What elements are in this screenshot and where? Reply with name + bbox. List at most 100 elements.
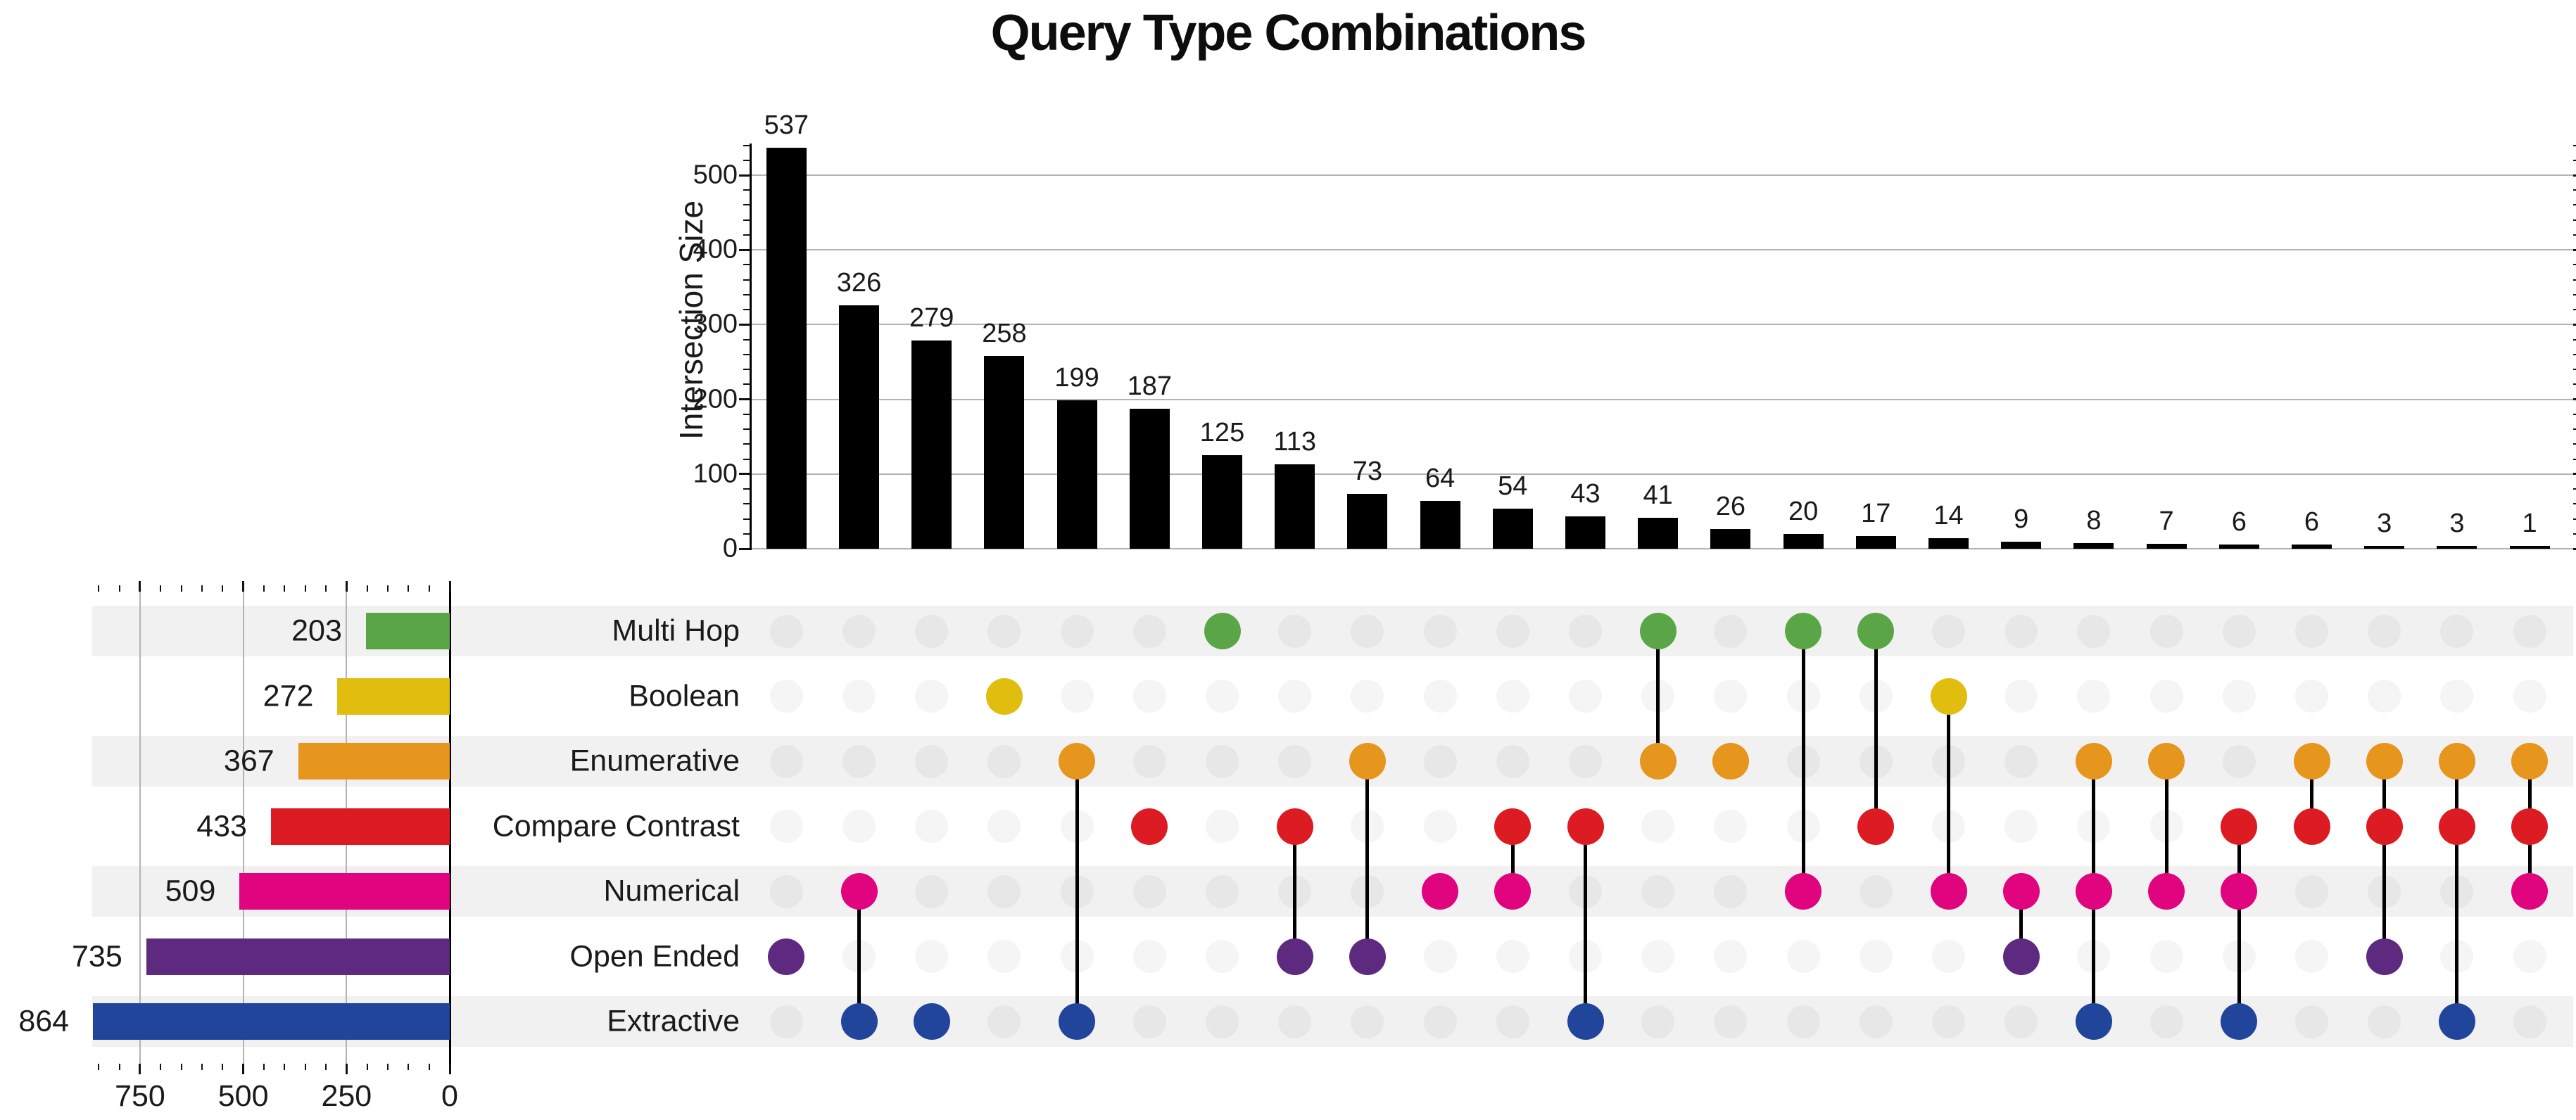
intersection-tick-label: 300 [693,309,738,339]
axis-tick [2573,533,2576,535]
matrix-dot-active [1567,1003,1604,1040]
matrix-dot-inactive [1351,1005,1384,1038]
axis-tick [738,473,750,476]
axis-tick [345,1064,348,1074]
axis-tick [743,533,750,535]
axis-tick [743,428,750,431]
matrix-dot-inactive [1641,1005,1675,1038]
axis-tick [743,189,750,191]
matrix-dot-inactive [1278,614,1312,648]
matrix-dot-active [1059,743,1096,779]
matrix-dot-inactive [1423,744,1457,778]
axis-tick [743,369,750,371]
intersection-bar [1565,516,1605,549]
matrix-dot-inactive [769,614,803,648]
grid-line-horizontal [750,473,2573,475]
axis-tick [222,1064,224,1070]
matrix-dot-inactive [2222,614,2256,648]
matrix-dot-active [768,938,805,975]
axis-tick [2573,323,2576,326]
matrix-dot-inactive [1641,810,1675,843]
row-stripe [91,736,2573,787]
axis-tick [2573,428,2576,431]
axis-tick [366,585,368,592]
set-row-label: Numerical [603,874,740,908]
axis-tick [428,585,430,592]
baseline [750,548,2573,549]
matrix-dot-active [2075,1003,2112,1040]
matrix-dot-active [1639,743,1677,779]
intersection-tick-label: 100 [693,459,738,489]
intersection-bar [1420,501,1460,549]
axis-tick [738,547,750,550]
intersection-tick-label: 400 [693,234,738,265]
matrix-dot-active [2221,808,2258,845]
intersection-bar [1275,464,1315,549]
connector-line [1656,631,1660,761]
connector-line [1947,696,1950,891]
matrix-dot-inactive [1714,940,1748,973]
matrix-dot-inactive [987,1005,1021,1038]
intersection-tick-label: 200 [693,384,738,414]
matrix-dot-inactive [987,940,1021,973]
axis-tick [2573,264,2576,266]
axis-tick [366,1064,368,1070]
axis-tick [743,518,750,520]
axis-tick [2573,547,2576,550]
matrix-dot-inactive [1859,940,1893,973]
intersection-axis-line [749,144,752,550]
matrix-dot-inactive [2440,614,2474,648]
matrix-dot-inactive [1132,1005,1166,1038]
axis-tick [738,398,750,401]
intersection-value-label: 54 [1498,471,1528,501]
axis-tick [2573,189,2576,191]
intersection-value-label: 199 [1054,362,1099,393]
axis-tick [98,585,100,592]
matrix-dot-inactive [1786,1005,1820,1038]
intersection-bar [2001,542,2042,549]
axis-tick [2573,518,2576,520]
matrix-dot-inactive [1714,680,1748,713]
matrix-dot-active [2438,1003,2475,1040]
matrix-dot-inactive [2295,940,2328,973]
axis-tick [2573,443,2576,445]
axis-tick [386,585,389,592]
intersection-value-label: 73 [1352,457,1383,487]
matrix-dot-inactive [1132,680,1166,713]
intersection-value-label: 20 [1788,496,1819,526]
matrix-dot-inactive [1423,1005,1457,1038]
matrix-dot-inactive [1423,680,1457,713]
matrix-dot-inactive [2368,1005,2401,1038]
matrix-dot-inactive [1206,744,1239,778]
matrix-dot-inactive [842,614,876,648]
axis-tick [2573,219,2576,221]
intersection-bar [1347,494,1388,549]
row-stripe [91,606,2573,656]
connector-line [857,891,861,1022]
intersection-value-label: 187 [1127,371,1172,402]
connector-line [1365,761,1370,957]
matrix-dot-active [2148,873,2185,910]
set-size-value-label: 735 [72,939,122,973]
matrix-dot-inactive [1278,680,1312,713]
matrix-dot-inactive [2368,614,2401,648]
axis-tick [743,219,750,221]
matrix-dot-active [1494,808,1532,845]
matrix-dot-inactive [1496,1005,1529,1038]
connector-line [2310,761,2313,827]
intersection-bar [984,356,1025,549]
axis-tick [743,383,750,386]
matrix-dot-inactive [842,744,876,778]
intersection-value-label: 9 [2014,504,2029,535]
matrix-dot-active [2366,743,2403,779]
matrix-dot-inactive [2295,680,2328,713]
intersection-bar [2364,546,2405,549]
set-size-axis-line [448,592,451,1064]
axis-tick [743,353,750,355]
axis-tick [743,293,750,295]
intersection-value-label: 326 [836,267,882,298]
axis-tick [743,309,750,311]
matrix-dot-active [2002,938,2040,975]
matrix-dot-inactive [1351,680,1384,713]
matrix-dot-inactive [2295,1005,2328,1038]
